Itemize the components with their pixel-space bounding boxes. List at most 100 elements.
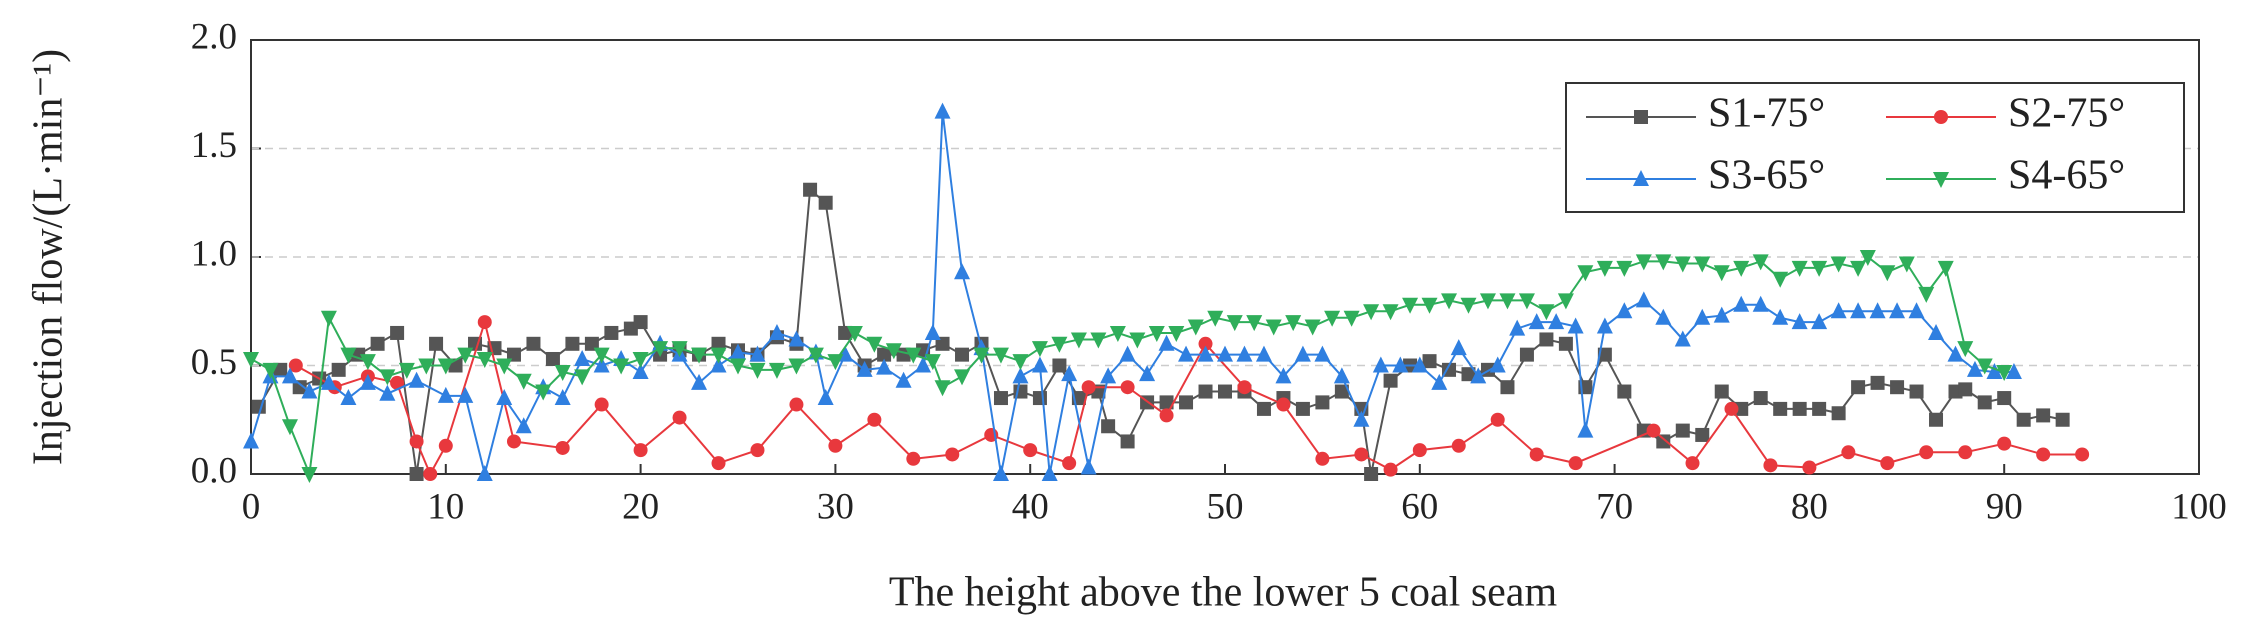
marker (2036, 408, 2051, 423)
marker (515, 373, 532, 390)
marker (418, 358, 435, 375)
marker (438, 438, 453, 453)
marker (1997, 391, 2012, 406)
marker (1898, 256, 1915, 273)
marker (1334, 384, 1349, 399)
marker (993, 391, 1008, 406)
marker (1412, 443, 1427, 458)
marker (535, 384, 552, 401)
marker (340, 347, 357, 364)
marker (730, 343, 746, 360)
marker (1933, 172, 1949, 188)
marker (457, 386, 474, 403)
marker (409, 467, 424, 481)
marker (1256, 401, 1271, 416)
marker (1294, 345, 1311, 362)
marker (1237, 380, 1252, 395)
marker (1315, 395, 1330, 410)
marker (506, 347, 521, 362)
marker (1851, 380, 1866, 395)
marker (1694, 308, 1711, 325)
marker (292, 380, 307, 395)
y-tick-label: 0.5 (191, 342, 237, 383)
marker (1275, 367, 1292, 384)
marker (788, 330, 805, 347)
marker (934, 380, 951, 397)
marker (1617, 384, 1632, 399)
marker (262, 362, 279, 379)
marker (1830, 256, 1847, 273)
marker (340, 389, 357, 406)
marker (935, 336, 950, 351)
marker (1634, 110, 1648, 124)
marker (846, 325, 863, 342)
marker (1197, 345, 1214, 362)
marker (807, 347, 824, 364)
marker (876, 358, 893, 375)
marker (379, 384, 396, 401)
marker (574, 369, 591, 386)
marker (1315, 451, 1330, 466)
marker (955, 347, 970, 362)
marker (1119, 345, 1136, 362)
marker (1061, 365, 1078, 382)
marker (1139, 365, 1156, 382)
x-tick-label: 90 (1986, 486, 2023, 527)
marker (1733, 260, 1750, 277)
marker (1179, 395, 1194, 410)
marker (1655, 254, 1672, 271)
marker (1246, 315, 1263, 332)
marker (671, 341, 688, 358)
marker (1538, 304, 1555, 321)
marker (1713, 306, 1730, 323)
marker (856, 360, 873, 377)
marker (1062, 456, 1077, 471)
marker (1402, 297, 1419, 314)
marker (1616, 260, 1633, 277)
marker (1031, 341, 1048, 358)
marker (593, 356, 610, 373)
legend-label: S2-75° (2008, 91, 2125, 137)
y-axis-label: Injection flow/(L·min⁻¹) (26, 49, 72, 465)
marker (613, 358, 630, 375)
marker (1519, 347, 1534, 362)
marker (1198, 384, 1213, 399)
marker (768, 323, 785, 340)
marker (1616, 302, 1633, 319)
marker (1997, 436, 2012, 451)
marker (633, 443, 648, 458)
x-tick-label: 40 (1012, 486, 1049, 527)
marker (1090, 332, 1107, 349)
marker (1937, 260, 1954, 277)
marker (1529, 447, 1544, 462)
marker (1081, 380, 1096, 395)
marker (1509, 319, 1526, 336)
marker (788, 358, 805, 375)
marker (1178, 345, 1195, 362)
marker (457, 347, 474, 364)
marker (1354, 447, 1369, 462)
marker (1198, 336, 1213, 351)
marker (992, 347, 1009, 364)
marker (906, 451, 921, 466)
marker (408, 371, 425, 388)
marker (1052, 358, 1067, 373)
marker (1908, 302, 1925, 319)
marker (320, 310, 337, 327)
marker (1792, 401, 1807, 416)
marker (1811, 260, 1828, 277)
marker (331, 362, 346, 377)
marker (1879, 265, 1896, 282)
marker (1802, 460, 1817, 475)
marker (359, 373, 376, 390)
marker (584, 336, 599, 351)
y-tick-label: 1.5 (191, 125, 237, 166)
marker (1986, 363, 2003, 380)
marker (2005, 363, 2022, 380)
marker (1957, 341, 1974, 358)
marker (1158, 334, 1175, 351)
x-tick-label: 80 (1791, 486, 1828, 527)
marker (1411, 356, 1428, 373)
marker (905, 347, 922, 364)
